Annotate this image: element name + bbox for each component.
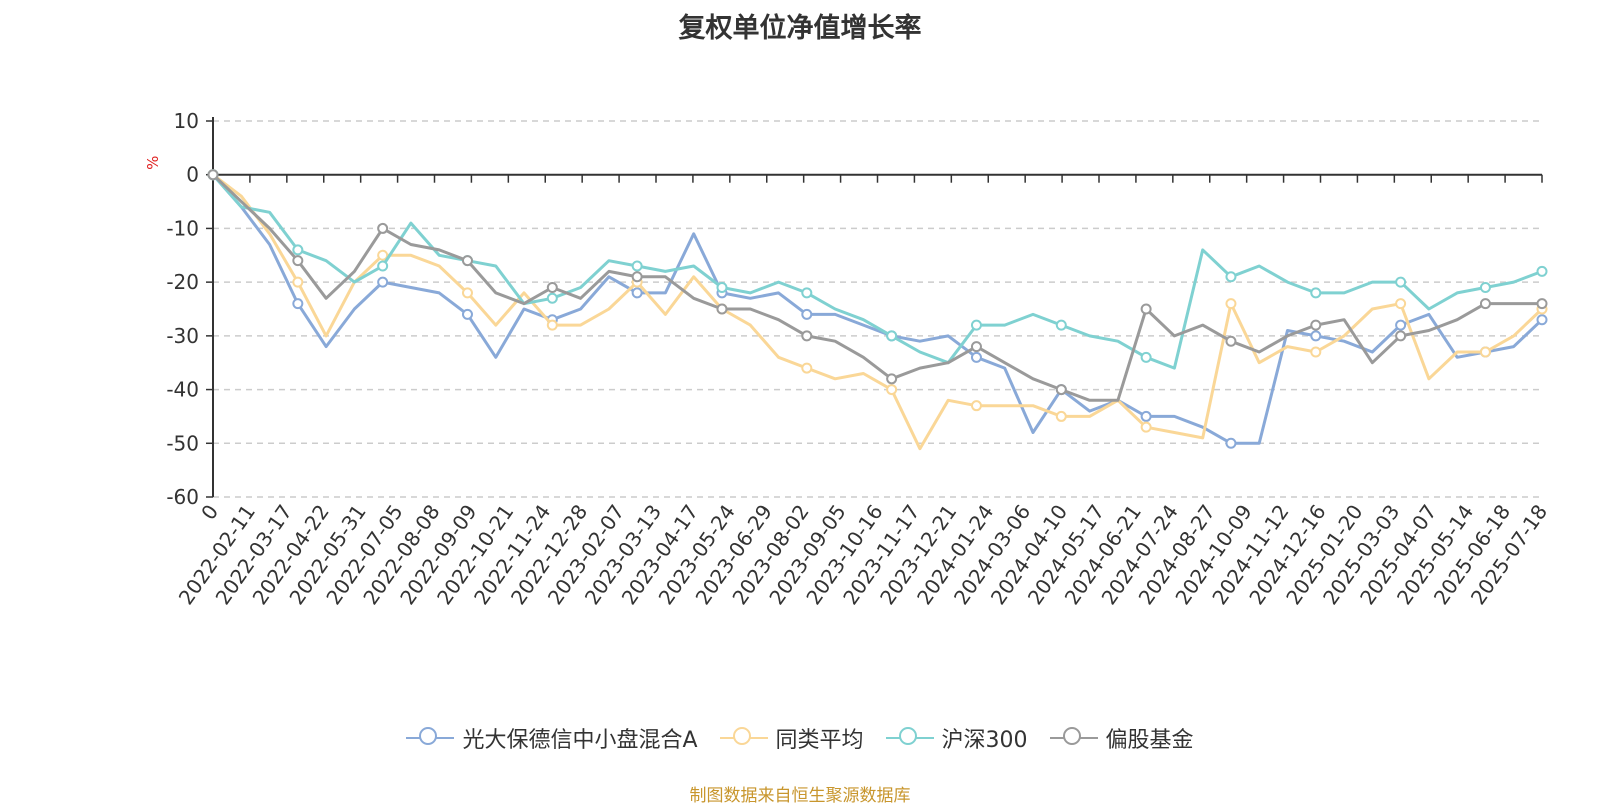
data-point (1055, 319, 1067, 331)
data-point (1310, 319, 1322, 331)
data-point (377, 222, 389, 234)
data-point (292, 255, 304, 267)
data-point (716, 282, 728, 294)
legend-label: 沪深300 (941, 728, 1028, 753)
data-point (546, 292, 558, 304)
data-point (377, 276, 389, 288)
data-point (1055, 384, 1067, 396)
series-line-0 (211, 173, 1544, 445)
y-axis-unit-label: % (144, 156, 162, 170)
data-point (1395, 319, 1407, 331)
data-point (1225, 437, 1237, 449)
data-point (1536, 265, 1548, 277)
y-tick-label: -50 (166, 431, 199, 455)
data-point (1140, 351, 1152, 363)
data-point (1225, 298, 1237, 310)
data-point (1479, 346, 1491, 358)
legend-item[interactable]: 偏股基金 (1049, 722, 1194, 754)
legend-item[interactable]: 沪深300 (885, 722, 1028, 754)
data-point (292, 298, 304, 310)
y-tick-label: -30 (166, 324, 199, 348)
data-point (1055, 410, 1067, 422)
legend-marker-icon (719, 726, 768, 750)
data-point (801, 362, 813, 374)
y-tick-label: 0 (186, 163, 199, 187)
legend-item[interactable]: 光大保德信中小盘混合A (406, 722, 698, 754)
data-point (1140, 421, 1152, 433)
data-point (1310, 330, 1322, 342)
y-tick-label: 10 (174, 109, 199, 133)
data-point (1310, 287, 1322, 299)
data-point (1225, 335, 1237, 347)
legend: 光大保德信中小盘混合A 同类平均 沪深300 偏股基金 (0, 722, 1600, 754)
x-tick-label: 0 (196, 500, 223, 524)
data-point (970, 400, 982, 412)
data-point (292, 276, 304, 288)
data-point (1140, 410, 1152, 422)
data-point (801, 330, 813, 342)
data-point (1140, 303, 1152, 315)
data-point (1225, 271, 1237, 283)
y-tick-label: -40 (166, 378, 199, 402)
chart-title: 复权单位净值增长率 (678, 13, 922, 44)
series-line-1 (211, 173, 1544, 451)
source-note: 制图数据来自恒生聚源数据库 (689, 786, 911, 806)
data-point (292, 244, 304, 256)
y-tick-label: -60 (166, 485, 199, 509)
data-point (886, 330, 898, 342)
data-point (970, 319, 982, 331)
legend-marker-icon (406, 726, 455, 750)
data-point (461, 287, 473, 299)
data-point (631, 260, 643, 272)
data-point (1395, 276, 1407, 288)
data-point (886, 384, 898, 396)
data-point (970, 351, 982, 363)
data-point (1395, 298, 1407, 310)
legend-circle-icon (1062, 727, 1081, 745)
data-point (1479, 298, 1491, 310)
data-point (886, 373, 898, 385)
data-point (377, 249, 389, 261)
data-point (1536, 298, 1548, 310)
series-lines (207, 169, 1548, 451)
legend-item[interactable]: 同类平均 (719, 722, 864, 754)
axis-labels: 100-10-20-30-40-50-60%02022-02-112022-03… (144, 109, 1552, 609)
series-line-2 (211, 173, 1544, 370)
data-point (1395, 330, 1407, 342)
y-tick-label: -10 (166, 216, 199, 240)
legend-label: 偏股基金 (1105, 728, 1194, 753)
legend-label: 同类平均 (775, 728, 864, 753)
data-point (207, 169, 219, 181)
data-point (546, 282, 558, 294)
data-point (631, 287, 643, 299)
data-point (716, 303, 728, 315)
data-point (970, 341, 982, 353)
data-point (546, 319, 558, 331)
grid-lines (213, 120, 1542, 498)
data-point (461, 308, 473, 320)
data-point (801, 287, 813, 299)
legend-marker-icon (1049, 726, 1098, 750)
data-point (1479, 282, 1491, 294)
legend-marker-icon (885, 726, 934, 750)
data-point (1536, 314, 1548, 326)
legend-circle-icon (419, 727, 438, 745)
legend-circle-icon (898, 727, 917, 745)
data-point (461, 255, 473, 267)
y-tick-label: -20 (166, 270, 199, 294)
data-point (801, 308, 813, 320)
data-point (1310, 346, 1322, 358)
legend-circle-icon (732, 727, 751, 745)
legend-label: 光大保德信中小盘混合A (462, 728, 698, 753)
data-point (377, 260, 389, 272)
data-point (631, 271, 643, 283)
axes (206, 117, 1543, 498)
